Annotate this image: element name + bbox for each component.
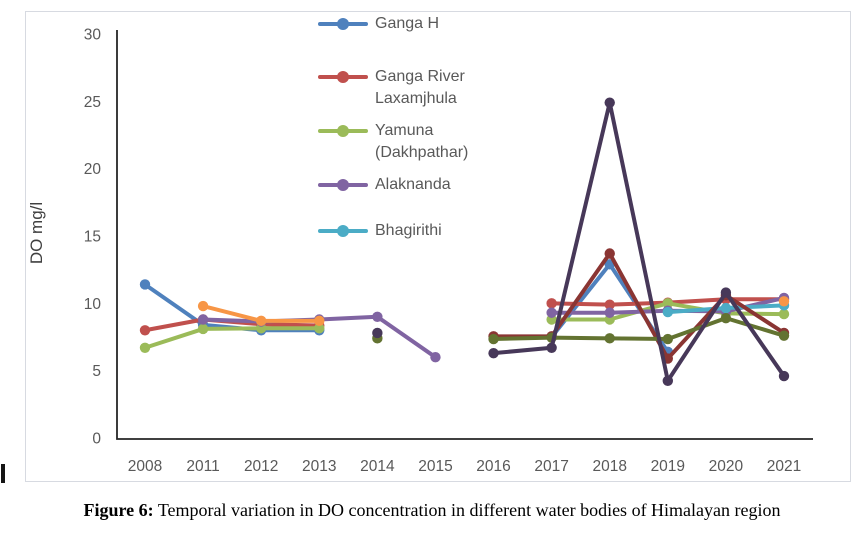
x-tick-label: 2015 bbox=[418, 458, 452, 475]
x-tick-label: 2016 bbox=[476, 458, 510, 475]
series-point-unlabeled-dark-purple bbox=[488, 347, 499, 359]
legend-label: Alaknanda bbox=[375, 176, 451, 193]
axis-lines bbox=[116, 30, 813, 440]
series-point-alaknanda bbox=[430, 351, 441, 363]
y-tick-label: 0 bbox=[92, 431, 101, 448]
series-point-unlabeled-dark-purple bbox=[662, 375, 674, 386]
y-tick-label: 30 bbox=[84, 26, 102, 43]
legend-dot-icon bbox=[337, 179, 349, 191]
series-point-unlabeled-orange bbox=[197, 300, 209, 312]
legend-dot-icon bbox=[337, 125, 349, 137]
legend-dot-icon bbox=[337, 18, 349, 30]
legend-entry-ganga-h: Ganga H bbox=[318, 13, 439, 35]
series-point-unlabeled-orange bbox=[778, 296, 790, 307]
series-point-unlabeled-dark-olive bbox=[604, 333, 615, 344]
series-line-unlabeled-dark-purple bbox=[491, 100, 786, 383]
series-point-yamuna-dakhpathar bbox=[778, 308, 790, 320]
y-tick-label: 25 bbox=[84, 94, 101, 111]
x-tick-label: 2019 bbox=[651, 458, 685, 475]
x-tick-label: 2021 bbox=[767, 458, 801, 475]
y-tick-label: 5 bbox=[92, 363, 101, 380]
legend-dot-icon bbox=[337, 71, 349, 83]
legend-line-marker-icon bbox=[318, 71, 368, 83]
chart-border bbox=[25, 11, 851, 482]
series-point-yamuna-dakhpathar bbox=[197, 323, 209, 335]
series-point-unlabeled-dark-olive bbox=[720, 312, 732, 324]
series-point-ganga-river-laxamjhula bbox=[546, 298, 557, 309]
series-point-alaknanda bbox=[546, 307, 557, 318]
y-axis-title: DO mg/l bbox=[27, 202, 46, 264]
x-tick-label: 2018 bbox=[592, 458, 626, 475]
series-point-unlabeled-dark-purple bbox=[604, 97, 615, 108]
legend-line-marker-icon bbox=[318, 179, 368, 191]
chart-legend: Ganga H Ganga River Laxamjhula Yamuna (Dak… bbox=[318, 0, 538, 260]
x-tick-label: 2014 bbox=[360, 458, 395, 475]
series-point-alaknanda bbox=[604, 307, 615, 318]
series-point-unlabeled-dark-olive bbox=[778, 330, 790, 341]
series-point-ganga-river-laxamjhula bbox=[604, 299, 615, 310]
legend-dot-icon bbox=[337, 225, 349, 237]
series-point-yamuna-dakhpathar bbox=[139, 342, 151, 353]
series-line-unlabeled-dark-olive bbox=[491, 316, 786, 342]
series-line-yamuna-dakhpathar bbox=[143, 326, 322, 350]
legend-line-marker-icon bbox=[318, 125, 368, 137]
legend-entry-alaknanda: Alaknanda bbox=[318, 174, 451, 196]
series-point-unlabeled-orange bbox=[255, 315, 267, 327]
series-point-unlabeled-dark-purple bbox=[720, 287, 732, 298]
legend-entry-ganga-river-laxamjhula: Ganga River Laxamjhula bbox=[318, 66, 465, 110]
series-point-alaknanda bbox=[197, 314, 209, 325]
series-point-unlabeled-dark-olive bbox=[488, 333, 499, 345]
series-point-unlabeled-dark-purple bbox=[546, 342, 557, 353]
figure-caption: Figure 6: Temporal variation in DO conce… bbox=[0, 500, 864, 521]
series-point-ganga-h bbox=[139, 279, 151, 290]
crop-mark bbox=[1, 464, 5, 483]
x-tick-label: 2008 bbox=[128, 458, 162, 475]
legend-entry-bhagirithi: Bhagirithi bbox=[318, 220, 442, 242]
series-point-bhagirithi bbox=[662, 306, 674, 318]
series-line-unlabeled-dark-red bbox=[491, 251, 786, 361]
caption-label: Figure 6: bbox=[83, 500, 154, 520]
legend-label: Ganga H bbox=[375, 15, 440, 32]
y-tick-label: 15 bbox=[84, 228, 101, 245]
x-tick-label: 2012 bbox=[244, 458, 278, 475]
legend-label: Yamuna (Dakhpathar) bbox=[375, 122, 469, 161]
series-point-unlabeled-dark-purple bbox=[778, 370, 790, 382]
legend-line-marker-icon bbox=[318, 18, 368, 30]
legend-label: Ganga River Laxamjhula bbox=[375, 68, 465, 107]
y-tick-label: 20 bbox=[84, 161, 102, 178]
x-tick-label: 2017 bbox=[534, 458, 568, 475]
legend-entry-yamuna-dakhpathar: Yamuna (Dakhpathar) bbox=[318, 120, 468, 164]
series-point-alaknanda bbox=[372, 311, 383, 322]
x-tick-label: 2020 bbox=[709, 458, 744, 475]
series-point-yamuna-dakhpathar bbox=[662, 298, 674, 309]
series-point-unlabeled-dark-purple bbox=[372, 327, 383, 339]
x-tick-label: 2013 bbox=[302, 458, 336, 475]
series-point-unlabeled-dark-olive bbox=[662, 333, 674, 345]
legend-label: Bhagirithi bbox=[375, 222, 442, 239]
series-point-bhagirithi bbox=[720, 302, 732, 314]
series-point-ganga-river-laxamjhula bbox=[139, 325, 151, 336]
series-point-unlabeled-dark-red bbox=[604, 248, 615, 259]
x-tick-label: 2011 bbox=[186, 458, 219, 475]
legend-line-marker-icon bbox=[318, 225, 368, 237]
series-point-unlabeled-orange bbox=[314, 315, 325, 327]
caption-text: Temporal variation in DO concentration i… bbox=[153, 500, 781, 520]
y-tick-label: 10 bbox=[84, 296, 102, 313]
series-point-yamuna-dakhpathar bbox=[314, 323, 325, 334]
